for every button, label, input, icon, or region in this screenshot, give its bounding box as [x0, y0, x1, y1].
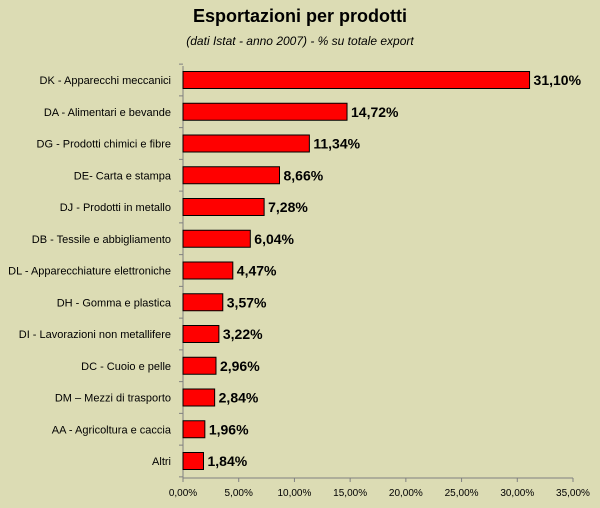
category-label: DJ - Prodotti in metallo: [60, 202, 171, 214]
category-label: AA - Agricoltura e caccia: [52, 424, 172, 436]
chart-subtitle: (dati Istat - anno 2007) - % su totale e…: [186, 34, 414, 48]
category-label: DA - Alimentari e bevande: [44, 107, 171, 119]
bar: [182, 356, 217, 375]
x-tick-labels: 0,00% 5,00% 10,00% 15,00% 20,00% 25,00% 30,00%…: [169, 488, 590, 499]
category-label: DM – Mezzi di trasporto: [55, 393, 171, 405]
bar: [182, 420, 206, 439]
chart-title: Esportazioni per prodotti: [193, 6, 407, 26]
value-label: 14,72%: [351, 104, 399, 120]
category-label: DI - Lavorazioni non metallifere: [19, 329, 171, 341]
category-label: DC - Cuoio e pelle: [81, 361, 171, 373]
bar: [182, 325, 220, 343]
bar: [182, 71, 531, 89]
category-label: DL - Apparecchiature elettroniche: [8, 266, 171, 278]
bar: [182, 388, 216, 407]
value-label: 4,47%: [237, 263, 277, 279]
category-label: DE- Carta e stampa: [74, 170, 172, 182]
category-label: Altri: [152, 456, 171, 468]
bar: [182, 293, 224, 312]
category-label: DB - Tessile e abbigliamento: [32, 234, 171, 246]
category-label: DK - Apparecchi meccanici: [40, 75, 171, 87]
x-tick-label: 0,00%: [169, 488, 197, 499]
value-label: 2,96%: [220, 358, 260, 374]
value-label: 31,10%: [534, 72, 582, 88]
x-tick-label: 30,00%: [500, 488, 534, 499]
value-labels: 31,10% 14,72% 11,34% 8,66% 7,28% 6,04% 4,47% 3,…: [208, 72, 582, 469]
value-label: 2,84%: [219, 390, 259, 406]
value-label: 11,34%: [313, 136, 360, 152]
x-tick-label: 25,00%: [445, 488, 479, 499]
bar: [182, 452, 205, 470]
value-label: 1,84%: [208, 453, 248, 469]
category-label: DG - Prodotti chimici e fibre: [37, 139, 171, 151]
x-tick-label: 10,00%: [277, 488, 311, 499]
bar: [182, 261, 234, 280]
x-tick-label: 35,00%: [556, 488, 590, 499]
bar: [182, 102, 348, 121]
value-label: 7,28%: [268, 199, 308, 215]
value-label: 3,22%: [223, 326, 263, 342]
bar: [182, 134, 310, 153]
value-label: 8,66%: [283, 167, 323, 183]
category-label: DH - Gomma e plastica: [57, 297, 172, 309]
x-tick-label: 20,00%: [389, 488, 423, 499]
category-labels: DK - Apparecchi meccanici DA - Alimentari…: [8, 75, 172, 468]
bar: [182, 198, 265, 216]
x-tick-label: 15,00%: [333, 488, 367, 499]
value-label: 3,57%: [227, 294, 267, 310]
x-tick-label: 5,00%: [225, 488, 253, 499]
bars: [182, 71, 531, 470]
bar: [182, 166, 280, 185]
value-label: 1,96%: [209, 421, 249, 437]
value-label: 6,04%: [254, 231, 294, 247]
bar: [182, 229, 251, 248]
